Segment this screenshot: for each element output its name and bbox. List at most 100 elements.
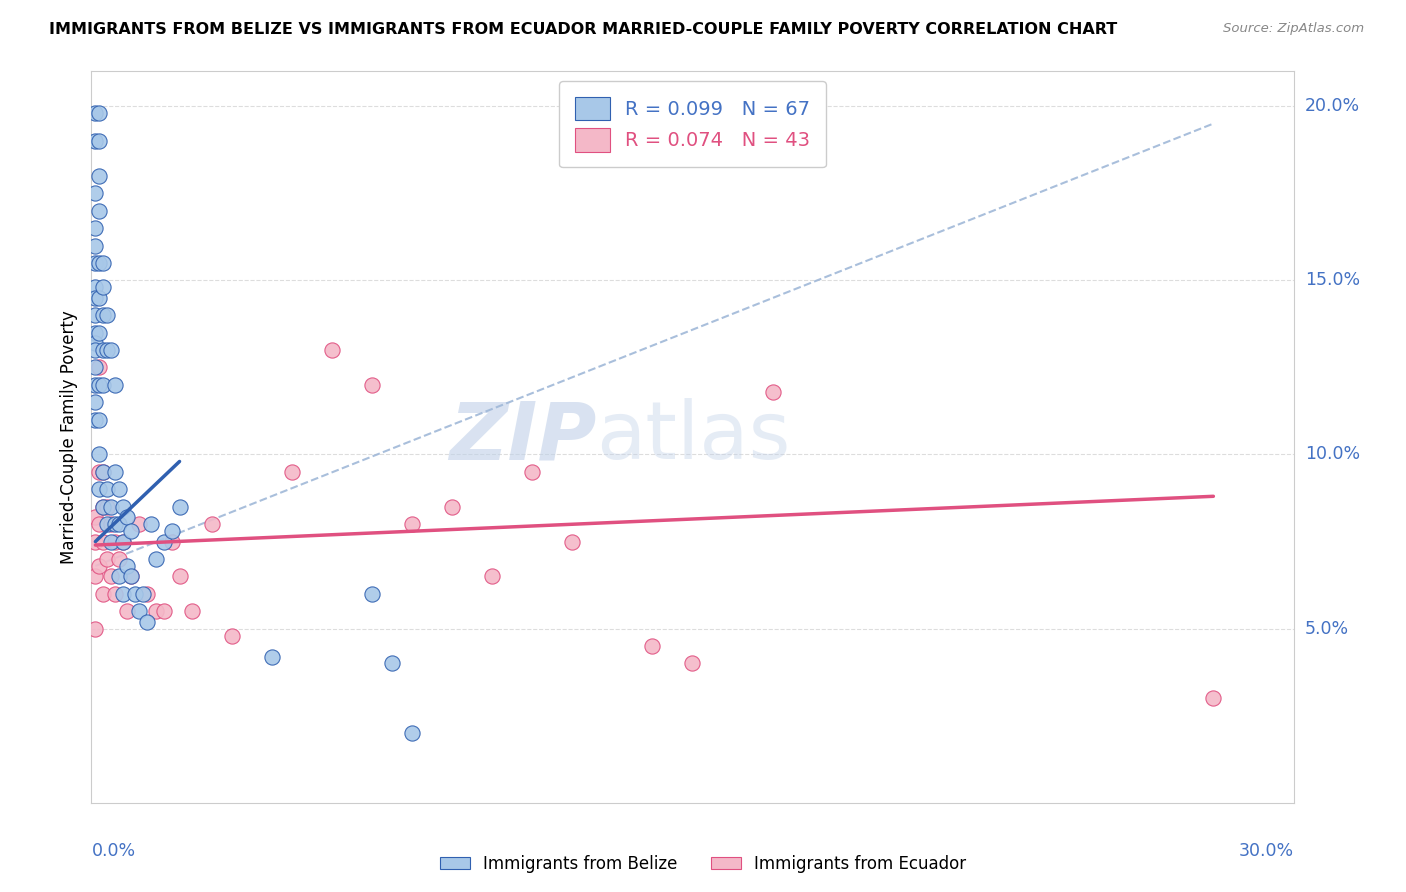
Point bbox=[141, 517, 163, 532]
Point bbox=[401, 517, 423, 532]
Point bbox=[93, 534, 115, 549]
Point bbox=[89, 256, 111, 270]
Point bbox=[681, 657, 703, 671]
Point bbox=[112, 534, 135, 549]
Point bbox=[128, 604, 150, 618]
Point bbox=[89, 291, 111, 305]
Point bbox=[84, 106, 107, 120]
Text: 5.0%: 5.0% bbox=[1305, 620, 1348, 638]
Point bbox=[96, 552, 118, 566]
Point bbox=[108, 517, 131, 532]
Point bbox=[96, 517, 118, 532]
Point bbox=[104, 465, 127, 479]
Point bbox=[89, 326, 111, 340]
Point bbox=[561, 534, 583, 549]
Point bbox=[89, 360, 111, 375]
Point bbox=[401, 726, 423, 740]
Point bbox=[104, 534, 127, 549]
Point bbox=[93, 465, 115, 479]
Y-axis label: Married-Couple Family Poverty: Married-Couple Family Poverty bbox=[59, 310, 77, 564]
Point bbox=[136, 615, 159, 629]
Point bbox=[152, 604, 174, 618]
Point bbox=[128, 517, 150, 532]
Point bbox=[260, 649, 283, 664]
Point bbox=[201, 517, 224, 532]
Point bbox=[180, 604, 202, 618]
Point bbox=[121, 524, 143, 538]
Text: 10.0%: 10.0% bbox=[1305, 445, 1360, 464]
Point bbox=[360, 587, 382, 601]
Point bbox=[89, 517, 111, 532]
Point bbox=[169, 500, 191, 514]
Point bbox=[1202, 691, 1225, 706]
Point bbox=[117, 558, 139, 573]
Point bbox=[104, 517, 127, 532]
Point bbox=[117, 510, 139, 524]
Point bbox=[132, 587, 155, 601]
Point bbox=[84, 622, 107, 636]
Point bbox=[360, 377, 382, 392]
Text: ZIP: ZIP bbox=[449, 398, 596, 476]
Text: 0.0%: 0.0% bbox=[91, 842, 135, 860]
Point bbox=[121, 569, 143, 583]
Point bbox=[160, 534, 183, 549]
Point bbox=[112, 500, 135, 514]
Point bbox=[100, 343, 122, 357]
Point bbox=[84, 291, 107, 305]
Point bbox=[93, 280, 115, 294]
Point bbox=[381, 657, 404, 671]
Point bbox=[84, 238, 107, 252]
Text: 30.0%: 30.0% bbox=[1239, 842, 1294, 860]
Point bbox=[84, 186, 107, 201]
Point bbox=[89, 106, 111, 120]
Point bbox=[641, 639, 664, 653]
Point bbox=[84, 336, 107, 351]
Point bbox=[89, 412, 111, 426]
Point bbox=[84, 377, 107, 392]
Point bbox=[84, 534, 107, 549]
Point bbox=[89, 448, 111, 462]
Point bbox=[84, 395, 107, 409]
Point bbox=[84, 569, 107, 583]
Text: IMMIGRANTS FROM BELIZE VS IMMIGRANTS FROM ECUADOR MARRIED-COUPLE FAMILY POVERTY : IMMIGRANTS FROM BELIZE VS IMMIGRANTS FRO… bbox=[49, 22, 1118, 37]
Point bbox=[84, 412, 107, 426]
Point bbox=[84, 326, 107, 340]
Point bbox=[112, 534, 135, 549]
Point bbox=[93, 308, 115, 322]
Point bbox=[84, 308, 107, 322]
Point bbox=[89, 483, 111, 497]
Point bbox=[89, 203, 111, 218]
Point bbox=[96, 343, 118, 357]
Point bbox=[522, 465, 544, 479]
Point bbox=[108, 552, 131, 566]
Point bbox=[104, 377, 127, 392]
Point bbox=[84, 343, 107, 357]
Point bbox=[121, 569, 143, 583]
Point bbox=[96, 308, 118, 322]
Point bbox=[100, 517, 122, 532]
Text: 15.0%: 15.0% bbox=[1305, 271, 1360, 289]
Point bbox=[93, 343, 115, 357]
Legend: R = 0.099   N = 67, R = 0.074   N = 43: R = 0.099 N = 67, R = 0.074 N = 43 bbox=[560, 81, 825, 168]
Point bbox=[108, 569, 131, 583]
Point bbox=[93, 465, 115, 479]
Point bbox=[93, 256, 115, 270]
Point bbox=[108, 483, 131, 497]
Point bbox=[96, 500, 118, 514]
Point bbox=[221, 629, 243, 643]
Point bbox=[89, 558, 111, 573]
Point bbox=[84, 280, 107, 294]
Point bbox=[100, 569, 122, 583]
Point bbox=[152, 534, 174, 549]
Point bbox=[100, 534, 122, 549]
Point bbox=[112, 587, 135, 601]
Point bbox=[481, 569, 503, 583]
Point bbox=[93, 500, 115, 514]
Point bbox=[89, 134, 111, 148]
Point bbox=[89, 169, 111, 183]
Point bbox=[136, 587, 159, 601]
Point bbox=[93, 377, 115, 392]
Point bbox=[100, 500, 122, 514]
Point bbox=[84, 256, 107, 270]
Point bbox=[93, 587, 115, 601]
